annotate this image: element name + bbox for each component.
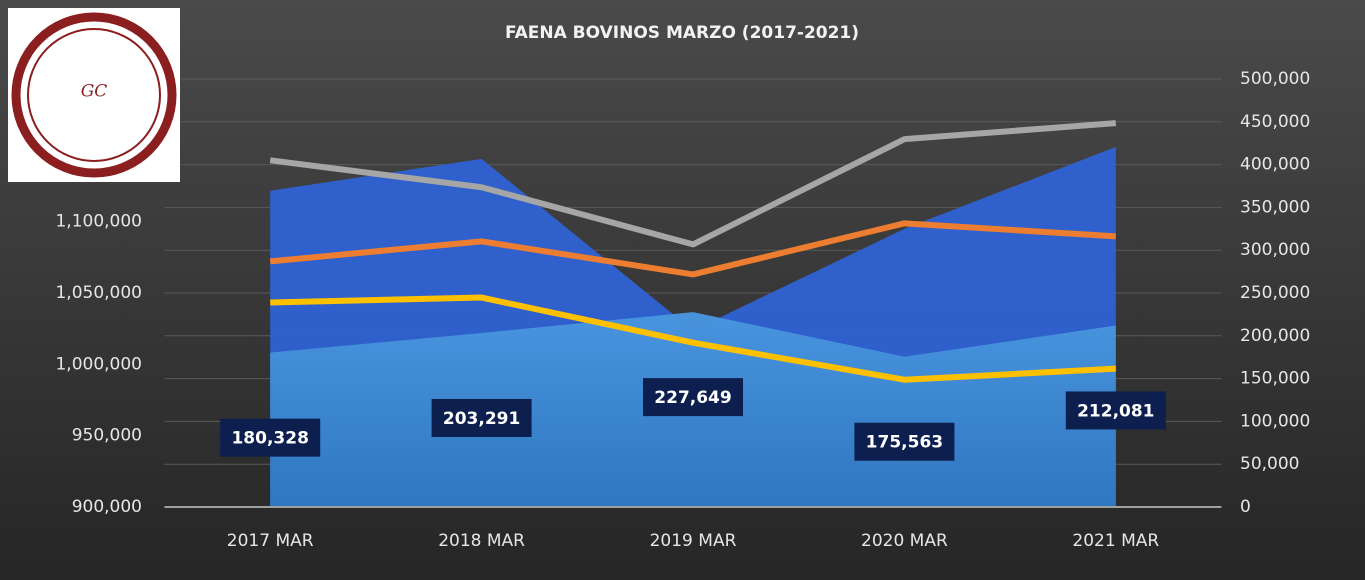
value-label: 203,291 (443, 409, 520, 429)
plot-area: 180,328 203,291 227,649 175,563 212,081 (164, 78, 1222, 508)
y-tick-label: 900,000 (72, 497, 142, 517)
x-tick-label: 2020 MAR (861, 531, 948, 551)
y2-tick-label: 250,000 (1240, 283, 1310, 303)
logo-text: GC (81, 82, 108, 102)
value-label-box (643, 378, 743, 417)
line (270, 294, 1116, 383)
y2-tick-label: 350,000 (1240, 197, 1310, 217)
x-tick-label: 2017 MAR (227, 531, 314, 551)
y2-tick-label: 400,000 (1240, 155, 1310, 175)
y2-tick-label: 300,000 (1240, 240, 1310, 260)
x-tick-label: 2019 MAR (650, 531, 737, 551)
line (269, 120, 1117, 248)
y-tick-label: 1,100,000 (55, 212, 142, 232)
value-label-box (431, 398, 532, 437)
value-label-box (1065, 391, 1166, 430)
value-label: 212,081 (1077, 401, 1154, 421)
y-tick-label: 1,000,000 (55, 354, 142, 374)
y2-tick-label: 0 (1240, 497, 1251, 517)
y2-tick-label: 150,000 (1240, 369, 1310, 389)
value-label: 180,328 (231, 429, 308, 449)
y2-tick-label: 200,000 (1240, 326, 1310, 346)
logo-inner-ring (27, 28, 161, 162)
y2-tick-label: 500,000 (1240, 69, 1310, 89)
y2-tick-label: 450,000 (1240, 112, 1310, 132)
y-tick-label: 1,050,000 (55, 283, 142, 303)
value-label: 175,563 (866, 433, 943, 453)
value-label-box (854, 422, 955, 461)
value-label-box (220, 418, 321, 457)
y2-tick-label: 100,000 (1240, 411, 1310, 431)
y2-tick-label: 50,000 (1240, 454, 1299, 474)
y-tick-label: 950,000 (72, 426, 142, 446)
x-tick-label: 2021 MAR (1072, 531, 1159, 551)
chart-title: FAENA BOVINOS MARZO (2017-2021) (505, 23, 859, 43)
line (269, 220, 1116, 278)
value-label: 227,649 (654, 388, 731, 408)
x-tick-label: 2018 MAR (438, 531, 525, 551)
logo-ring (11, 12, 177, 178)
logo: GC (8, 8, 180, 182)
